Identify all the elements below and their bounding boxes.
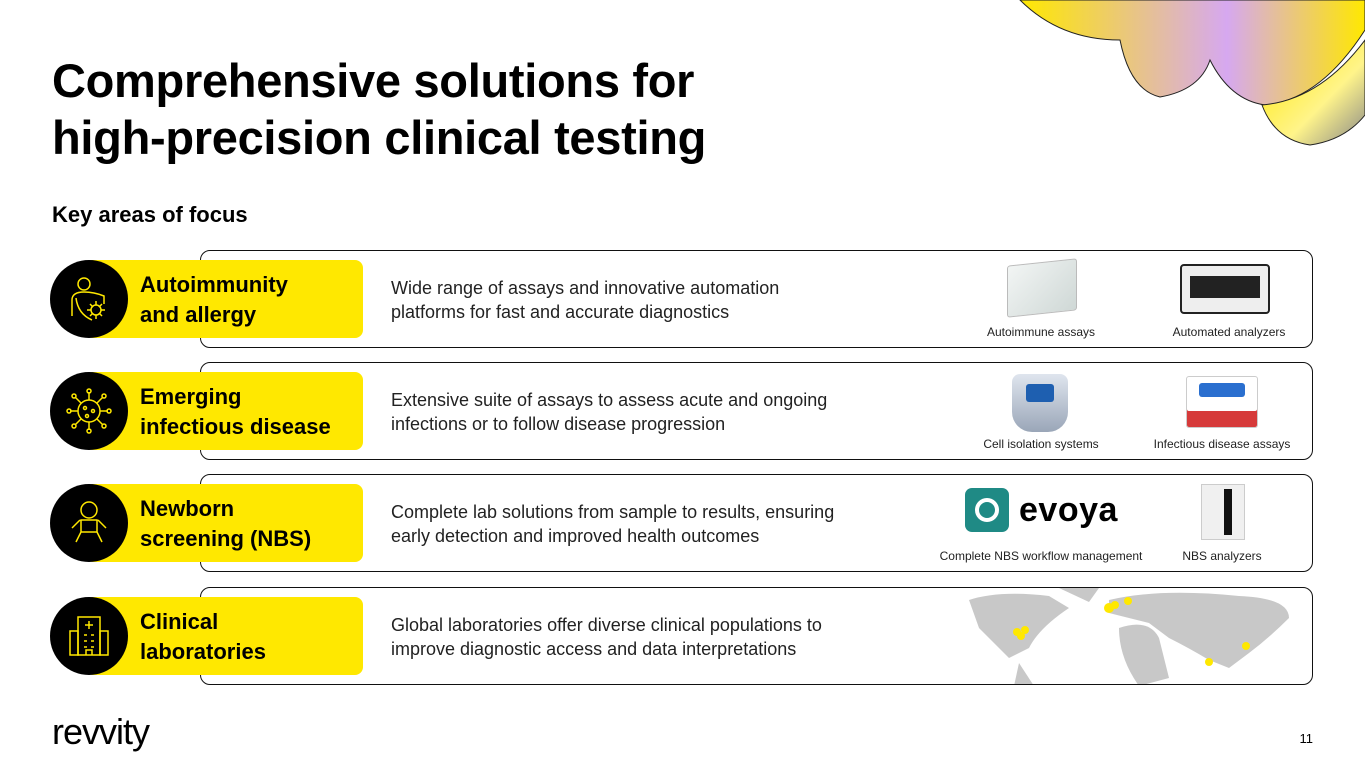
product-caption: NBS analyzers [1182,549,1262,563]
product-caption: Cell isolation systems [983,437,1099,451]
section-subtitle: Key areas of focus [52,202,248,227]
focus-area-newborn-screening: Newborn screening (NBS) Complete lab solu… [0,474,1365,574]
page-title: Comprehensive solutions for high-precisio… [52,54,707,164]
decorative-swirl [1019,0,1365,146]
area-label: Clinical laboratories [85,597,363,675]
page-number: 11 [1299,731,1314,746]
virus-icon [50,372,128,450]
focus-area-autoimmunity: Autoimmunity and allergy Wide range of as… [0,250,1365,350]
area-label: Newborn screening (NBS) [85,484,363,562]
area-description: Extensive suite of assays to assess acut… [391,390,828,434]
hospital-icon [50,597,128,675]
focus-area-infectious-disease: Emerging infectious disease Extensive sui… [0,362,1365,462]
nbs-analyzer-image [1201,484,1245,540]
svg-text:revvity: revvity [52,714,150,752]
product-caption: Autoimmune assays [986,325,1096,339]
revvity-logo: revvity [52,711,168,759]
focus-area-clinical-laboratories: Clinical laboratories Global laboratories… [0,587,1365,687]
area-description: Complete lab solutions from sample to re… [391,502,835,546]
lab-location-pins [1013,597,1250,666]
product-caption: Infectious disease assays [1153,437,1291,451]
product-caption: Complete NBS workflow management [939,549,1143,563]
evoya-logo: evoya [965,488,1118,532]
area-description: Wide range of assays and innovative auto… [391,278,780,322]
area-description: Global laboratories offer diverse clinic… [391,615,822,659]
area-label: Autoimmunity and allergy [85,260,363,338]
area-label: Emerging infectious disease [85,372,363,450]
evoya-brand: evoya [1019,490,1118,529]
area-box [200,587,1313,685]
autoimmune-assays-image [1007,258,1077,318]
baby-icon [50,484,128,562]
automated-analyzer-image [1180,264,1270,314]
infectious-disease-assays-image [1186,376,1258,428]
person-shield-virus-icon [50,260,128,338]
product-caption: Automated analyzers [1172,325,1286,339]
cell-isolation-system-image [1012,374,1068,432]
